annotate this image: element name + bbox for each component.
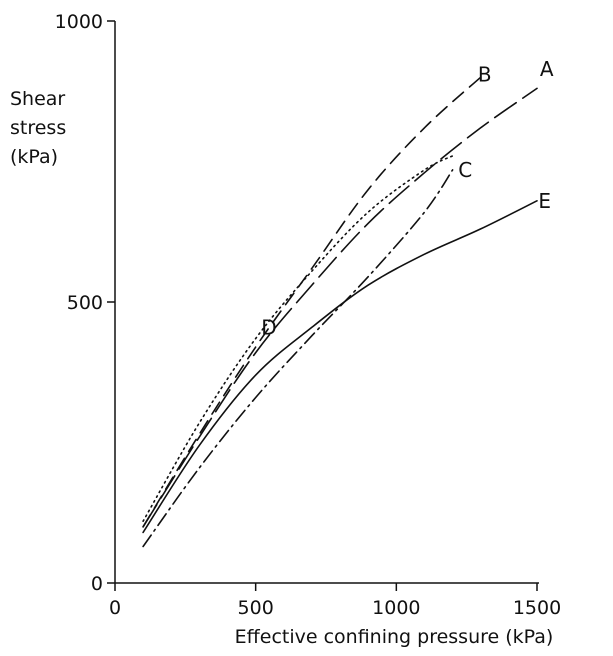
- curve-label-e: E: [538, 189, 551, 213]
- y-axis-title-line: (kPa): [10, 146, 58, 168]
- curve-a: [142, 87, 538, 528]
- x-tick-label: 500: [238, 597, 274, 619]
- y-tick-label: 1000: [55, 11, 103, 33]
- y-axis-title-line: stress: [10, 117, 66, 139]
- axes: 0 500 1000 1500 0 500 1000 Effective confining …: [10, 11, 561, 648]
- curve-b: [142, 76, 482, 528]
- curves: [142, 76, 538, 548]
- curve-e: [142, 200, 538, 534]
- x-tick-label: 0: [109, 597, 121, 619]
- curve-d: [142, 155, 454, 522]
- curve-label-c: C: [458, 158, 472, 182]
- y-tick-label: 0: [91, 573, 103, 595]
- labels: A B C D E: [261, 57, 554, 340]
- curve-label-d: D: [261, 315, 276, 339]
- curve-label-a: A: [540, 57, 554, 81]
- curve-c: [142, 169, 454, 548]
- x-tick-label: 1500: [513, 597, 561, 619]
- x-axis-title: Effective confining pressure (kPa): [235, 626, 554, 648]
- y-axis-title-line: Shear: [10, 88, 65, 110]
- curve-label-b: B: [478, 62, 492, 86]
- y-tick-label: 500: [67, 292, 103, 314]
- x-tick-label: 1000: [372, 597, 420, 619]
